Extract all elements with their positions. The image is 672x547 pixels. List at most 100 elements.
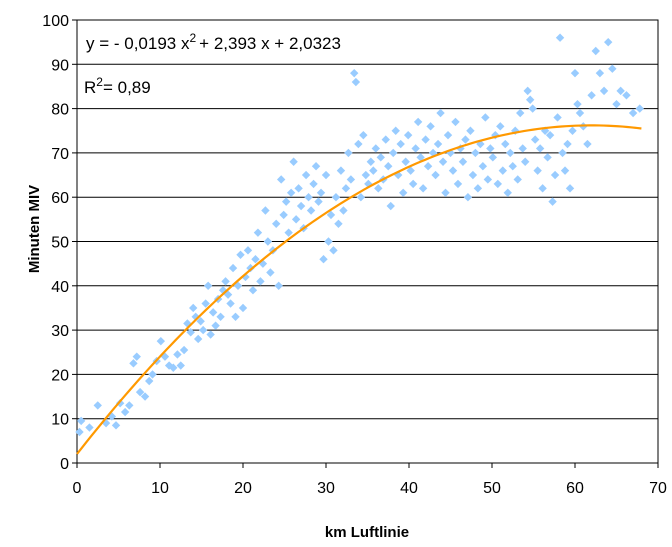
data-point bbox=[263, 237, 273, 246]
data-point bbox=[538, 184, 547, 193]
x-tick-label: 40 bbox=[400, 480, 418, 497]
data-point bbox=[473, 184, 483, 193]
data-point bbox=[398, 188, 408, 197]
data-point bbox=[560, 166, 570, 175]
data-point bbox=[374, 184, 383, 193]
data-point bbox=[604, 37, 613, 47]
data-point bbox=[545, 130, 555, 140]
data-point bbox=[261, 206, 270, 215]
data-point bbox=[85, 423, 94, 432]
data-point bbox=[291, 215, 301, 224]
data-point bbox=[176, 361, 185, 370]
x-tick-label: 10 bbox=[151, 480, 169, 497]
data-point bbox=[555, 33, 565, 42]
data-point bbox=[616, 86, 625, 96]
data-point bbox=[243, 246, 253, 255]
data-point bbox=[311, 161, 321, 171]
data-point bbox=[433, 139, 443, 149]
data-point bbox=[622, 91, 631, 100]
data-point bbox=[516, 108, 525, 118]
data-point bbox=[148, 370, 157, 379]
data-point bbox=[125, 401, 134, 410]
data-point bbox=[231, 312, 240, 322]
data-point bbox=[145, 376, 154, 386]
data-point bbox=[135, 387, 145, 397]
data-point bbox=[521, 157, 530, 166]
data-point bbox=[453, 179, 463, 189]
data-point bbox=[384, 161, 393, 171]
data-point bbox=[583, 139, 592, 149]
data-point bbox=[506, 148, 515, 158]
data-point bbox=[458, 157, 468, 166]
data-point bbox=[226, 299, 235, 308]
trendline bbox=[76, 124, 642, 455]
data-point bbox=[498, 166, 507, 175]
trendline-curve bbox=[76, 124, 642, 455]
data-point bbox=[461, 135, 470, 144]
data-point bbox=[75, 427, 84, 437]
data-point bbox=[493, 179, 503, 189]
data-point bbox=[413, 117, 423, 127]
data-point bbox=[223, 290, 233, 299]
r-squared-label: R2= 0,89 bbox=[84, 75, 151, 97]
data-point bbox=[361, 170, 371, 180]
data-point bbox=[533, 166, 542, 175]
data-point bbox=[568, 126, 577, 135]
data-point bbox=[408, 179, 418, 189]
data-point bbox=[193, 334, 203, 344]
data-point bbox=[296, 201, 306, 211]
data-point bbox=[591, 46, 600, 56]
data-point bbox=[366, 157, 376, 166]
y-tick-label: 80 bbox=[51, 102, 69, 119]
data-point bbox=[503, 188, 512, 197]
data-point bbox=[488, 153, 498, 162]
data-point bbox=[228, 263, 238, 273]
data-point bbox=[173, 350, 182, 359]
data-point bbox=[396, 139, 405, 149]
data-point bbox=[198, 325, 208, 335]
data-point bbox=[120, 407, 130, 417]
data-point bbox=[543, 153, 552, 162]
data-point bbox=[306, 206, 316, 215]
y-tick-label: 10 bbox=[51, 412, 69, 429]
data-point bbox=[573, 99, 582, 109]
data-point bbox=[595, 68, 605, 78]
data-point bbox=[186, 328, 195, 337]
data-point bbox=[326, 210, 336, 220]
data-point bbox=[356, 193, 366, 202]
data-point bbox=[336, 166, 346, 175]
data-point bbox=[438, 157, 448, 166]
data-point bbox=[221, 277, 230, 286]
data-point bbox=[403, 130, 413, 140]
data-point bbox=[101, 418, 111, 428]
data-point bbox=[599, 86, 609, 96]
data-point bbox=[281, 197, 291, 206]
data-point bbox=[548, 197, 557, 206]
data-point bbox=[369, 166, 378, 175]
y-tick-label: 100 bbox=[42, 13, 69, 30]
data-point bbox=[496, 122, 505, 131]
data-point bbox=[248, 286, 258, 295]
data-point bbox=[441, 188, 450, 197]
data-point bbox=[431, 170, 440, 180]
data-point bbox=[246, 263, 255, 273]
data-point bbox=[156, 336, 166, 346]
data-point bbox=[132, 352, 141, 361]
data-point bbox=[565, 184, 575, 193]
data-point bbox=[354, 139, 363, 149]
data-point bbox=[359, 130, 368, 140]
data-point bbox=[523, 86, 532, 96]
trend-equation: y = - 0,0193 x2 + 2,393 x + 2,0323 bbox=[86, 31, 341, 53]
data-points bbox=[75, 33, 644, 437]
data-point bbox=[208, 308, 218, 317]
x-tick-label: 20 bbox=[234, 480, 252, 497]
data-point bbox=[253, 228, 263, 237]
data-point bbox=[513, 175, 522, 184]
data-point bbox=[530, 135, 540, 144]
data-point bbox=[329, 246, 338, 255]
data-point bbox=[563, 139, 572, 149]
x-tick-label: 30 bbox=[317, 480, 335, 497]
data-point bbox=[635, 104, 644, 113]
data-point bbox=[344, 148, 353, 158]
data-point bbox=[406, 166, 415, 175]
